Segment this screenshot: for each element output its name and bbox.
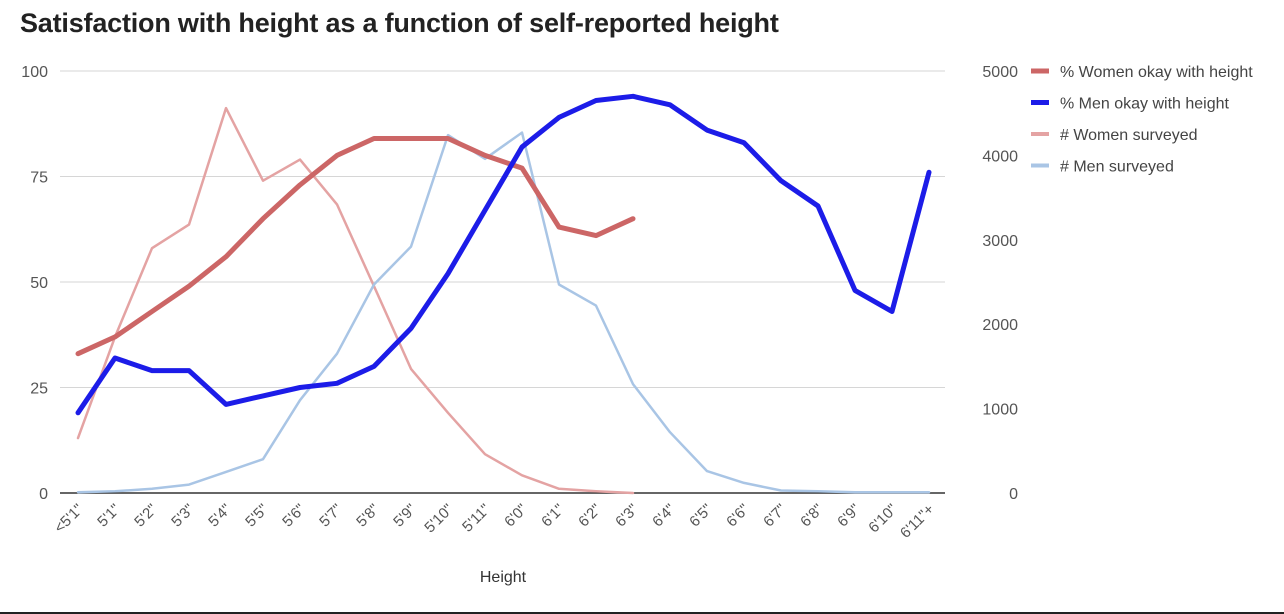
- right-axis-tick-label: 0: [1009, 486, 1018, 503]
- right-axis-tick-label: 5000: [982, 64, 1018, 81]
- left-axis-tick-label: 50: [30, 275, 48, 292]
- legend-label-women-okay-with-height: % Women okay with height: [1060, 64, 1253, 81]
- x-axis-tick-label: 5'9": [390, 501, 420, 531]
- legend-label-men-surveyed: # Men surveyed: [1060, 159, 1174, 176]
- left-axis-tick-label: 100: [21, 64, 48, 81]
- series-line-men-surveyed: [76, 131, 931, 494]
- x-axis-tick-label: 5'10": [421, 501, 457, 537]
- right-axis-tick-label: 3000: [982, 233, 1018, 250]
- x-axis-tick-label: 6'2": [575, 501, 605, 531]
- x-axis-tick-label: <5'1": [51, 501, 87, 537]
- right-axis-tick-label: 2000: [982, 317, 1018, 334]
- x-axis-tick-label: 6'10": [865, 501, 901, 537]
- series-line-men-okay-with-height: [75, 93, 932, 416]
- legend-label-men-okay-with-height: % Men okay with height: [1060, 96, 1230, 113]
- left-axis-tick-label: 0: [39, 486, 48, 503]
- x-axis-tick-label: 6'4": [649, 501, 679, 531]
- x-axis-tick-label: 6'0": [501, 501, 531, 531]
- x-axis-tick-label: 5'2": [131, 501, 161, 531]
- x-axis-tick-label: 5'5": [242, 501, 272, 531]
- x-axis-tick-label: 5'4": [205, 501, 235, 531]
- x-axis-tick-label: 6'9": [834, 501, 864, 531]
- x-axis-tick-label: 5'6": [279, 501, 309, 531]
- x-axis-title: Height: [480, 569, 527, 586]
- chart-title: Satisfaction with height as a function o…: [20, 8, 779, 38]
- series-line-women-okay-with-height: [75, 136, 636, 357]
- right-axis-tick-label: 1000: [982, 402, 1018, 419]
- x-axis-tick-label: 6'7": [760, 501, 790, 531]
- right-axis-tick-label: 4000: [982, 148, 1018, 165]
- left-axis-tick-label: 75: [30, 170, 48, 187]
- left-axis-tick-label: 25: [30, 381, 48, 398]
- x-axis-tick-label: 6'6": [723, 501, 753, 531]
- x-axis-tick-label: 5'11": [459, 501, 494, 536]
- x-axis-tick-label: 6'8": [797, 501, 827, 531]
- x-axis-tick-label: 5'3": [168, 501, 198, 531]
- legend-label-women-surveyed: # Women surveyed: [1060, 127, 1198, 144]
- x-axis-tick-label: 6'3": [612, 501, 642, 531]
- x-axis-tick-label: 6'11"+: [897, 501, 938, 542]
- x-axis-tick-label: 5'7": [316, 501, 346, 531]
- series-line-women-surveyed: [76, 106, 635, 495]
- x-axis-tick-label: 6'1": [538, 501, 568, 531]
- x-axis-tick-label: 5'1": [94, 501, 124, 531]
- x-axis-tick-label: 5'8": [353, 501, 383, 531]
- bottom-divider: [0, 612, 1284, 614]
- x-axis-tick-label: 6'5": [686, 501, 716, 531]
